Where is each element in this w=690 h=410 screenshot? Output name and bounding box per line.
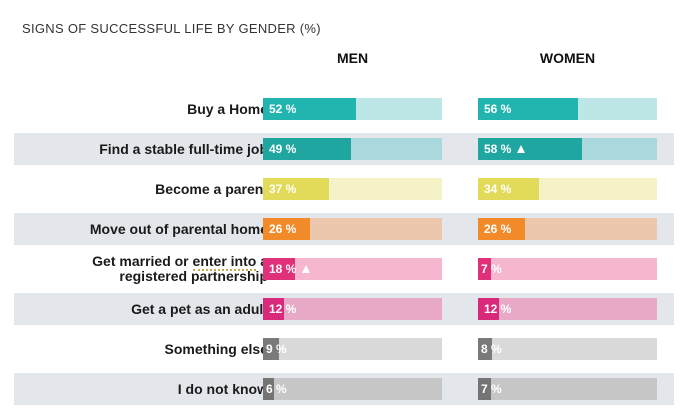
data-label-men: 52 % — [269, 98, 296, 120]
data-label-text: 26 % — [484, 222, 512, 236]
data-label-women: 8 % — [481, 338, 502, 360]
bar-men — [263, 138, 351, 160]
data-label-text: 9 % — [266, 342, 287, 356]
data-label-text: 6 % — [266, 382, 287, 396]
bar-women — [478, 218, 525, 240]
category-label-line: Move out of parental home — [89, 220, 268, 237]
women-column-header: WOMEN — [539, 50, 596, 66]
data-label-women: 7 % — [481, 378, 502, 400]
bar-track-men: 26 % — [263, 218, 442, 240]
category-label: Find a stable full-time job — [18, 133, 268, 165]
bar-track-men: 9 % — [263, 338, 442, 360]
category-label-line: Buy a Home — [187, 100, 268, 117]
data-label-text: 49 % — [269, 142, 297, 156]
bar-women — [478, 298, 499, 320]
bar-track-women: 12 % — [478, 298, 657, 320]
data-label-text: 58 % — [484, 142, 512, 156]
data-label-text: 18 % — [269, 262, 297, 276]
data-label-text: 12 % — [484, 302, 512, 316]
bar-men — [263, 178, 329, 200]
bar-track-men: 18 % — [263, 258, 442, 280]
bar-track-men: 6 % — [263, 378, 442, 400]
bar-track-women: 26 % — [478, 218, 657, 240]
bar-women — [478, 338, 492, 360]
bar-women — [478, 258, 491, 280]
category-label-line: Something else — [164, 340, 268, 357]
category-label-line: I do not know — [177, 380, 268, 397]
chart-row-get-married-or-enter-into-a-registered-partnership: Get married or enter into aregistered pa… — [14, 253, 674, 285]
category-label: Get a pet as an adult — [18, 293, 268, 325]
data-label-men: 26 % — [269, 218, 296, 240]
chart-row-become-a-parent: Become a parent 37 % 34 % — [14, 173, 674, 205]
data-label-text: 26 % — [269, 222, 297, 236]
bar-track-women: 8 % — [478, 338, 657, 360]
bar-women — [478, 98, 578, 120]
data-label-text: 52 % — [269, 102, 297, 116]
category-label-line: Get married or enter into a — [92, 253, 268, 271]
data-label-women: 58 % — [484, 138, 526, 160]
bar-track-women: 7 % — [478, 258, 657, 280]
category-label: Get married or enter into aregistered pa… — [18, 249, 268, 289]
category-label: Something else — [18, 333, 268, 365]
data-label-text: 34 % — [484, 182, 512, 196]
bar-track-men: 12 % — [263, 298, 442, 320]
data-label-text: 56 % — [484, 102, 512, 116]
data-label-text: 37 % — [269, 182, 297, 196]
category-label: Become a parent — [18, 173, 268, 205]
bar-men — [263, 378, 274, 400]
chart-row-find-a-stable-full-time-job: Find a stable full-time job 49 % 58 % — [14, 133, 674, 165]
data-label-women: 56 % — [484, 98, 511, 120]
data-label-men: 37 % — [269, 178, 296, 200]
chart-row-i-do-not-know: I do not know 6 % 7 % — [14, 373, 674, 405]
chart-row-get-a-pet-as-an-adult: Get a pet as an adult 12 % 12 % — [14, 293, 674, 325]
men-column-header: MEN — [336, 50, 369, 66]
data-label-women: 34 % — [484, 178, 511, 200]
data-label-women: 12 % — [484, 298, 511, 320]
bar-track-men: 52 % — [263, 98, 442, 120]
data-label-text: 7 % — [481, 382, 502, 396]
significant-increase-icon — [517, 145, 526, 153]
data-label-women: 26 % — [484, 218, 511, 240]
bar-track-women: 7 % — [478, 378, 657, 400]
chart-title: SIGNS OF SUCCESSFUL LIFE BY GENDER (%) — [22, 21, 321, 36]
bar-men — [263, 298, 284, 320]
bar-men — [263, 338, 279, 360]
data-label-men: 9 % — [266, 338, 287, 360]
category-label: Buy a Home — [18, 93, 268, 125]
category-label-line: registered partnership — [119, 268, 268, 284]
bar-women — [478, 178, 539, 200]
category-label-line: Become a parent — [155, 180, 268, 197]
bar-men — [263, 98, 356, 120]
chart-row-something-else: Something else 9 % 8 % — [14, 333, 674, 365]
data-label-men: 49 % — [269, 138, 296, 160]
data-label-text: 12 % — [269, 302, 297, 316]
significant-increase-icon — [302, 265, 311, 273]
category-label-highlight: enter into — [192, 253, 257, 271]
bar-track-women: 56 % — [478, 98, 657, 120]
chart-row-buy-a-home: Buy a Home 52 % 56 % — [14, 93, 674, 125]
bar-track-men: 37 % — [263, 178, 442, 200]
category-label-line: Find a stable full-time job — [99, 140, 268, 157]
data-label-text: 8 % — [481, 342, 502, 356]
data-label-men: 12 % — [269, 298, 296, 320]
bar-men — [263, 258, 295, 280]
bar-track-women: 58 % — [478, 138, 657, 160]
bar-women — [478, 378, 491, 400]
chart-row-move-out-of-parental-home: Move out of parental home 26 % 26 % — [14, 213, 674, 245]
bar-track-women: 34 % — [478, 178, 657, 200]
bar-track-men: 49 % — [263, 138, 442, 160]
category-label-line: Get a pet as an adult — [131, 300, 268, 317]
data-label-men: 18 % — [269, 258, 311, 280]
category-label: Move out of parental home — [18, 213, 268, 245]
data-label-women: 7 % — [481, 258, 502, 280]
bar-women — [478, 138, 582, 160]
data-label-men: 6 % — [266, 378, 287, 400]
data-label-text: 7 % — [481, 262, 502, 276]
bar-men — [263, 218, 310, 240]
category-label: I do not know — [18, 373, 268, 405]
